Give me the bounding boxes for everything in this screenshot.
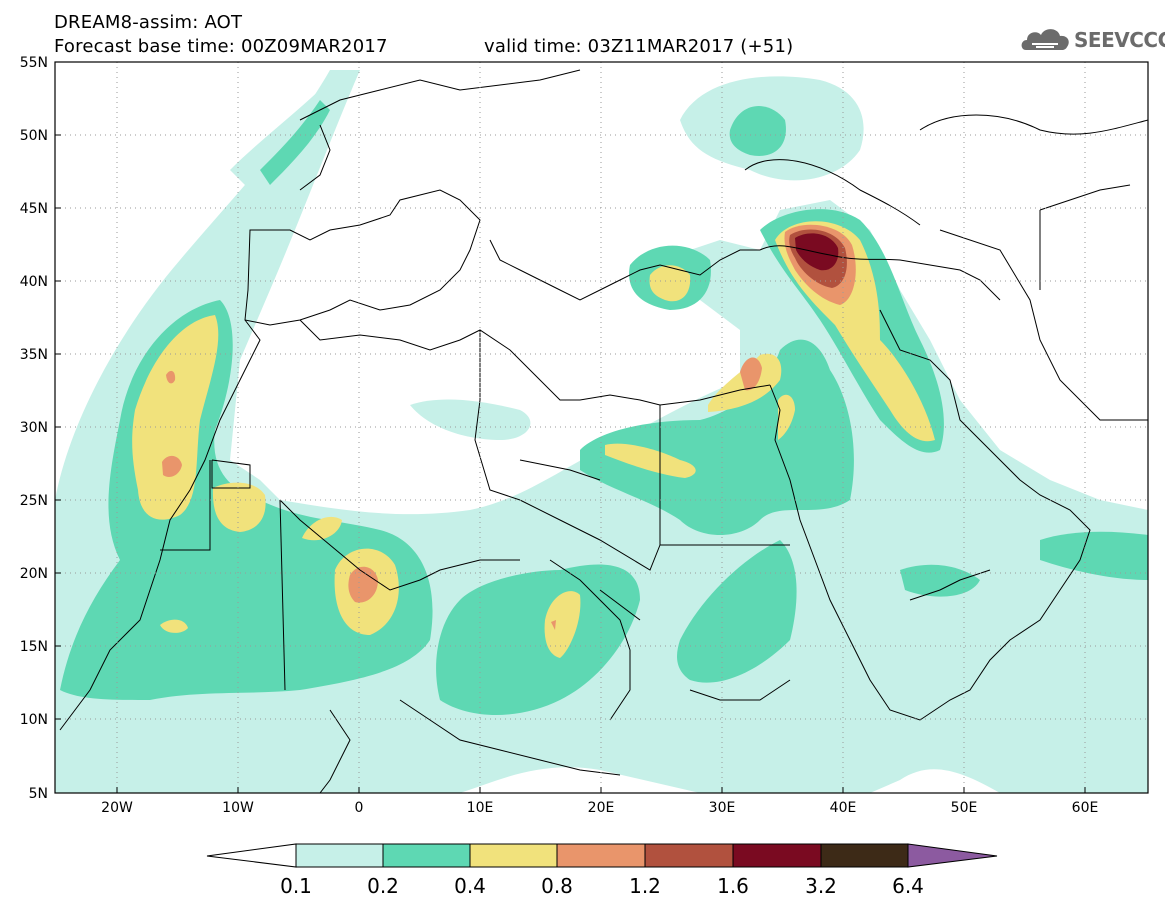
longitude-labels: 20W 10W 0 10E 20E 30E 40E 50E 60E [101,800,1098,816]
colorbar-label: 3.2 [805,874,837,898]
title-line-2-valid-time: valid time: 03Z11MAR2017 (+51) [484,36,794,57]
lat-label: 55N [20,55,48,71]
lat-label: 40N [20,274,48,290]
lon-label: 20E [588,800,615,816]
colorbar-segment [820,843,909,868]
tick-marks [55,61,1086,794]
title-line-2-base-time: Forecast base time: 00Z09MAR2017 [54,36,388,57]
lat-label: 20N [20,566,48,582]
colorbar-label: 0.2 [367,874,399,898]
colorbar-over-arrow [907,843,998,868]
coastlines-and-borders [59,69,1148,793]
lat-label: 15N [20,639,48,655]
lat-lon-grid [55,62,1148,793]
lat-label: 5N [29,786,48,802]
colorbar [206,843,998,868]
colorbar-segment [644,843,734,868]
cloud-logo-icon [1021,29,1069,50]
lon-label: 30E [709,800,736,816]
lon-label: 0 [355,800,364,816]
logo-text: SEEVCCC [1074,28,1165,52]
lat-label: 30N [20,420,48,436]
colorbar-label: 0.8 [541,874,573,898]
aot-band-1.6 [795,233,839,271]
colorbar-segment [295,843,384,868]
colorbar-segment [732,843,822,868]
aot-field [55,70,1148,793]
colorbar-segment [556,843,646,868]
lon-label: 10E [467,800,494,816]
lat-label: 35N [20,347,48,363]
lat-label: 10N [20,712,48,728]
colorbar-label: 1.6 [717,874,749,898]
lat-label: 45N [20,201,48,217]
lon-label: 60E [1072,800,1099,816]
colorbar-label: 1.2 [629,874,661,898]
latitude-labels: 5N 10N 15N 20N 25N 30N 35N 40N 45N 50N 5… [20,55,48,802]
colorbar-segment [469,843,558,868]
lon-label: 50E [951,800,978,816]
colorbar-label: 6.4 [892,874,924,898]
lon-label: 10W [222,800,254,816]
colorbar-label: 0.1 [280,874,312,898]
colorbar-labels: 0.1 0.2 0.4 0.8 1.2 1.6 3.2 6.4 [280,874,924,898]
title-line-1: DREAM8-assim: AOT [54,12,243,33]
seevccc-logo: SEEVCCC [1018,22,1165,56]
lat-label: 25N [20,493,48,509]
colorbar-under-arrow [206,843,297,868]
lat-label: 50N [20,128,48,144]
colorbar-segment [382,843,471,868]
lon-label: 20W [101,800,133,816]
colorbar-label: 0.4 [454,874,486,898]
lon-label: 40E [830,800,857,816]
